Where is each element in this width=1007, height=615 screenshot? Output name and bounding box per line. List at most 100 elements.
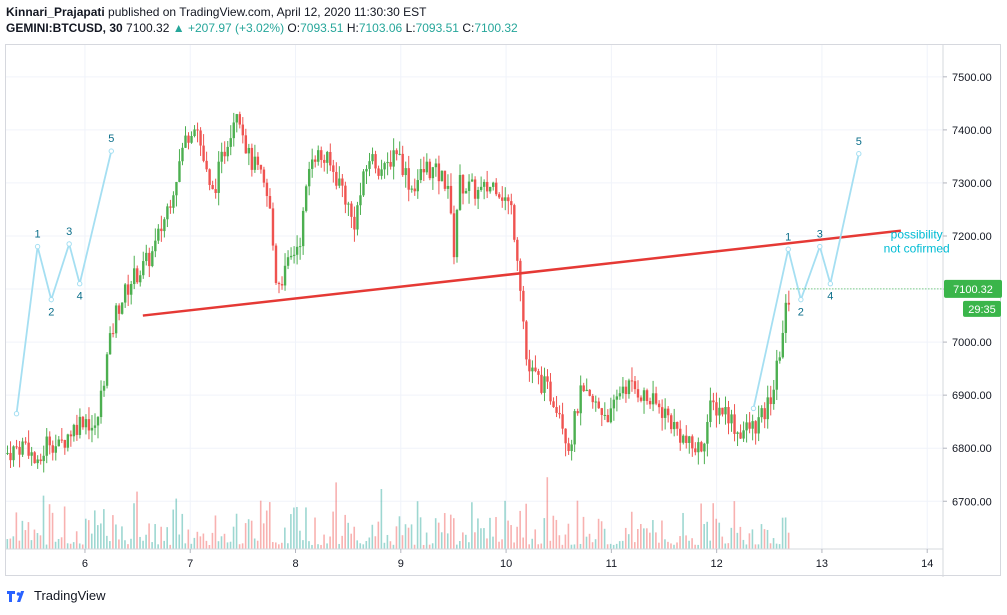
- candle-body[interactable]: [301, 210, 305, 247]
- candle-body[interactable]: [123, 284, 127, 303]
- candle-body[interactable]: [434, 163, 438, 168]
- candle-body[interactable]: [105, 354, 109, 386]
- candle-body[interactable]: [787, 302, 791, 305]
- candle-body[interactable]: [612, 399, 616, 409]
- candle-body[interactable]: [45, 436, 48, 456]
- wave-left-point[interactable]: [76, 281, 83, 287]
- candle-body[interactable]: [549, 381, 552, 402]
- candle-body[interactable]: [648, 401, 652, 405]
- candle-body[interactable]: [576, 411, 579, 414]
- candle-body[interactable]: [609, 408, 613, 423]
- candle-body[interactable]: [42, 455, 45, 462]
- candle-body[interactable]: [736, 432, 739, 434]
- candle-body[interactable]: [190, 136, 193, 143]
- candle-body[interactable]: [332, 165, 335, 172]
- annotation-text[interactable]: not cofirmed: [884, 242, 950, 256]
- candle-body[interactable]: [27, 442, 30, 456]
- candle-body[interactable]: [90, 427, 94, 431]
- candle-body[interactable]: [81, 416, 85, 428]
- candle-body[interactable]: [763, 408, 766, 420]
- candle-body[interactable]: [498, 194, 501, 198]
- candle-body[interactable]: [745, 422, 748, 431]
- candle-body[interactable]: [392, 150, 395, 167]
- candle-body[interactable]: [594, 401, 597, 403]
- candle-body[interactable]: [504, 197, 507, 201]
- candle-body[interactable]: [48, 436, 51, 446]
- candle-body[interactable]: [455, 209, 459, 258]
- wave-right-point[interactable]: [827, 281, 834, 287]
- candle-body[interactable]: [407, 168, 410, 190]
- candle-body[interactable]: [669, 415, 673, 430]
- candle-body[interactable]: [335, 171, 338, 186]
- candle-body[interactable]: [253, 156, 257, 170]
- candle-body[interactable]: [368, 161, 371, 169]
- candle-body[interactable]: [552, 401, 555, 408]
- candle-body[interactable]: [700, 442, 703, 452]
- candle-body[interactable]: [72, 424, 76, 437]
- candle-body[interactable]: [558, 412, 561, 415]
- candle-body[interactable]: [730, 414, 733, 424]
- candle-body[interactable]: [259, 164, 263, 170]
- candle-body[interactable]: [223, 151, 226, 157]
- candle-body[interactable]: [476, 189, 480, 199]
- candle-body[interactable]: [145, 252, 148, 262]
- candle-body[interactable]: [30, 452, 33, 456]
- candle-body[interactable]: [353, 216, 356, 230]
- candle-body[interactable]: [507, 197, 510, 202]
- candle-body[interactable]: [473, 179, 477, 199]
- candle-body[interactable]: [452, 213, 456, 258]
- candle-body[interactable]: [310, 159, 314, 169]
- candle-body[interactable]: [419, 169, 422, 181]
- wave-right-point[interactable]: [750, 405, 757, 412]
- candle-body[interactable]: [235, 114, 238, 123]
- wave-left-point[interactable]: [34, 243, 41, 250]
- candle-body[interactable]: [139, 275, 142, 283]
- candle-body[interactable]: [706, 421, 709, 444]
- candle-body[interactable]: [244, 135, 248, 154]
- candle-body[interactable]: [21, 441, 24, 455]
- candle-body[interactable]: [573, 411, 576, 445]
- candle-body[interactable]: [96, 417, 100, 426]
- candle-body[interactable]: [241, 124, 245, 136]
- candle-body[interactable]: [766, 397, 769, 420]
- candle-body[interactable]: [289, 255, 293, 258]
- candle-body[interactable]: [516, 239, 519, 261]
- candle-body[interactable]: [651, 393, 655, 405]
- candle-body[interactable]: [274, 245, 278, 283]
- trendline[interactable]: [142, 229, 902, 317]
- candle-body[interactable]: [757, 417, 760, 434]
- candle-body[interactable]: [464, 190, 468, 194]
- candle-body[interactable]: [528, 359, 531, 372]
- wave-right-point[interactable]: [817, 243, 823, 250]
- candle-body[interactable]: [271, 208, 275, 246]
- candle-body[interactable]: [685, 435, 688, 443]
- candle-body[interactable]: [262, 169, 266, 183]
- candle-body[interactable]: [582, 385, 585, 392]
- candle-body[interactable]: [39, 459, 42, 462]
- candle-body[interactable]: [715, 402, 718, 416]
- candle-body[interactable]: [157, 228, 160, 241]
- candle-body[interactable]: [148, 252, 151, 267]
- candle-body[interactable]: [742, 430, 745, 439]
- candle-body[interactable]: [102, 385, 106, 391]
- candles[interactable]: [6, 111, 791, 473]
- candle-body[interactable]: [709, 400, 712, 422]
- candle-body[interactable]: [75, 424, 79, 435]
- candle-body[interactable]: [66, 434, 70, 448]
- wave-right-point[interactable]: [798, 296, 804, 303]
- candle-body[interactable]: [163, 219, 166, 232]
- candle-body[interactable]: [522, 290, 525, 322]
- candle-body[interactable]: [344, 185, 347, 205]
- candle-body[interactable]: [425, 161, 429, 173]
- candle-body[interactable]: [356, 205, 359, 230]
- author-name[interactable]: Kinnari_Prajapati: [6, 5, 105, 19]
- candle-body[interactable]: [482, 181, 486, 187]
- candle-body[interactable]: [54, 446, 57, 453]
- candle-body[interactable]: [449, 185, 453, 214]
- candle-body[interactable]: [691, 436, 694, 449]
- candle-body[interactable]: [703, 443, 706, 452]
- candle-body[interactable]: [488, 186, 492, 192]
- candle-body[interactable]: [250, 147, 254, 170]
- candle-body[interactable]: [229, 138, 232, 147]
- candle-body[interactable]: [362, 171, 365, 196]
